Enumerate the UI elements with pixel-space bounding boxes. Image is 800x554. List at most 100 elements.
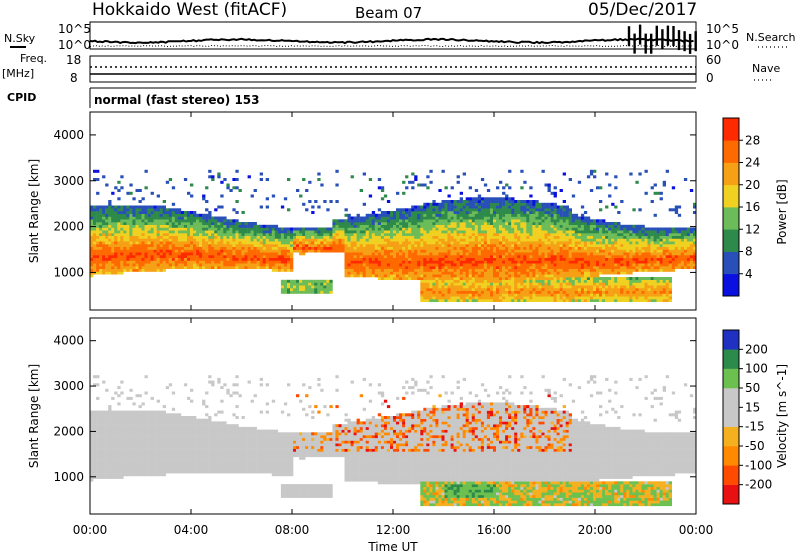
power-cell — [311, 288, 315, 291]
power-cell — [165, 257, 170, 261]
power-cell — [435, 274, 439, 278]
power-cell — [287, 263, 291, 267]
power-cell — [120, 249, 124, 253]
power-cell — [599, 200, 603, 203]
power-cell — [477, 213, 482, 217]
power-cell — [568, 274, 572, 278]
power-cell — [605, 172, 609, 176]
power-cell — [299, 279, 303, 283]
power-cell — [462, 279, 466, 283]
power-cell — [153, 205, 157, 209]
power-cell — [362, 241, 366, 245]
power-cell — [423, 224, 427, 228]
power-cell — [335, 244, 339, 247]
power-cell — [368, 274, 373, 278]
power-cell — [193, 238, 197, 242]
power-cell — [559, 288, 563, 291]
power-cell — [535, 219, 539, 223]
power-cell — [302, 285, 306, 289]
power-cell — [426, 249, 430, 253]
power-cell — [596, 257, 600, 261]
power-cell — [353, 230, 357, 234]
power-cell — [447, 266, 451, 269]
power-cell — [586, 285, 591, 289]
nsky-trace — [89, 37, 694, 45]
power-cell — [596, 260, 600, 264]
power-cell — [90, 216, 94, 220]
power-cell — [108, 255, 112, 258]
power-cell — [177, 238, 182, 242]
power-cell — [429, 230, 433, 234]
power-cell — [441, 282, 445, 286]
power-cell — [320, 279, 324, 283]
power-cell — [505, 205, 509, 209]
power-cell — [205, 230, 209, 234]
power-cell — [126, 235, 130, 239]
power-cell — [202, 213, 206, 217]
power-cell — [441, 233, 445, 236]
power-cell — [293, 230, 297, 234]
power-cell — [450, 241, 454, 245]
power-cell — [462, 296, 466, 300]
power-cell — [620, 296, 624, 300]
power-cell — [171, 260, 176, 264]
power-cell — [553, 288, 557, 291]
power-cell — [323, 200, 327, 203]
power-cell — [508, 271, 512, 275]
power-cell — [499, 274, 503, 278]
power-cell — [432, 211, 436, 214]
power-cell — [147, 208, 151, 212]
power-cell — [250, 260, 254, 264]
power-cell — [229, 252, 233, 256]
power-cell — [438, 205, 442, 209]
power-cell — [629, 224, 633, 228]
power-cell — [456, 296, 460, 300]
power-cell — [505, 268, 509, 272]
power-cell — [205, 263, 209, 267]
power-cell — [365, 235, 369, 239]
power-cell — [571, 282, 576, 286]
power-cell — [202, 257, 206, 261]
power-cell — [550, 263, 554, 267]
power-cell — [371, 227, 376, 231]
power-cell — [544, 208, 548, 212]
power-cell — [462, 266, 466, 269]
power-cell — [302, 290, 306, 294]
power-cell — [399, 271, 403, 275]
power-cell — [232, 266, 236, 269]
power-cell — [556, 288, 560, 291]
power-cell — [311, 235, 315, 239]
power-cell — [586, 224, 591, 228]
power-cell — [235, 222, 239, 225]
power-cell — [196, 241, 200, 245]
power-cell — [253, 224, 257, 228]
power-cell — [365, 263, 369, 267]
power-cell — [329, 230, 333, 234]
power-cell — [423, 235, 427, 239]
power-cell — [514, 271, 518, 275]
power-cell — [150, 268, 154, 272]
power-cell — [162, 249, 166, 253]
power-cell — [611, 255, 615, 258]
power-cell — [332, 241, 336, 245]
power-cell — [629, 227, 633, 231]
power-cell — [414, 224, 418, 228]
power-cell — [586, 263, 591, 267]
power-cell — [571, 213, 576, 217]
power-cell — [508, 238, 512, 242]
power-cell — [635, 288, 639, 291]
power-cell — [277, 263, 282, 267]
power-cell — [199, 260, 203, 264]
power-cell — [523, 233, 527, 236]
power-cell — [105, 205, 109, 209]
power-cell — [499, 230, 503, 234]
power-cell — [244, 244, 248, 247]
power-cell — [399, 227, 403, 231]
power-cell — [256, 241, 260, 245]
noise-spike — [694, 31, 697, 52]
power-cell — [435, 293, 439, 297]
power-cell — [608, 230, 612, 234]
power-cell — [268, 255, 273, 258]
power-cell — [444, 274, 448, 278]
power-cell — [238, 249, 242, 253]
